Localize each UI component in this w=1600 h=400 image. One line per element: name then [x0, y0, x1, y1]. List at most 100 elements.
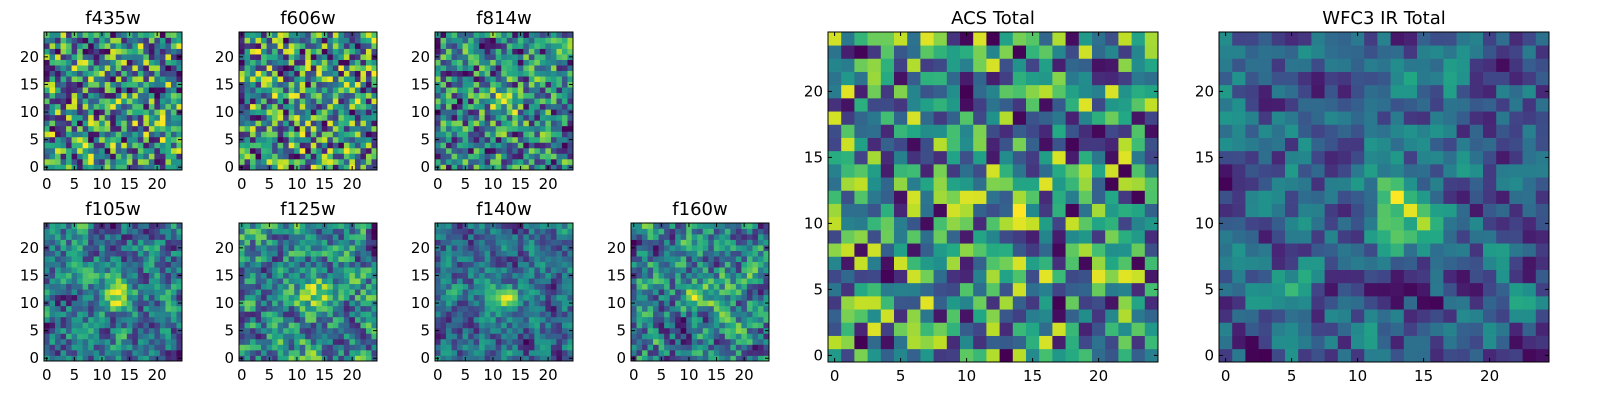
heatmap-cell — [137, 256, 144, 262]
heatmap-cell — [277, 245, 284, 251]
heatmap-cell — [451, 81, 458, 88]
heatmap-cell — [343, 114, 350, 121]
heatmap-cell — [545, 278, 552, 285]
heatmap-cell — [473, 267, 480, 274]
heatmap-cell — [561, 234, 568, 240]
heatmap-cell — [702, 223, 709, 229]
heatmap-cell — [338, 153, 345, 160]
heatmap-cells — [44, 32, 183, 171]
heatmap-cell — [321, 239, 328, 246]
heatmap-cell — [143, 355, 150, 362]
heatmap-cell — [719, 322, 726, 329]
heatmap-cell — [338, 131, 345, 138]
heatmap-cell — [283, 158, 290, 165]
heatmap-cell — [239, 283, 245, 290]
heatmap-cell — [1012, 322, 1027, 336]
heatmap-cell — [473, 283, 480, 290]
heatmap-cell — [332, 267, 339, 274]
heatmap-cell — [920, 269, 934, 284]
heatmap-cell — [305, 228, 312, 235]
heatmap-cell — [77, 311, 83, 318]
heatmap-cell — [484, 32, 491, 38]
heatmap-cell — [539, 300, 546, 307]
heatmap-cell — [294, 114, 301, 121]
heatmap-cell — [664, 261, 670, 268]
heatmap-cell — [165, 278, 172, 285]
heatmap-cell — [71, 103, 78, 110]
heatmap-cell — [451, 333, 458, 340]
heatmap-cell — [143, 256, 150, 262]
heatmap-cell — [545, 327, 552, 334]
heatmap-cell — [451, 344, 458, 351]
heatmap-cell — [299, 70, 306, 77]
heatmap-cell — [137, 349, 144, 356]
heatmap-cell — [154, 76, 161, 83]
heatmap-cell — [567, 338, 574, 345]
heatmap-cell — [735, 316, 742, 323]
heatmap-cell — [299, 245, 306, 251]
heatmap-cell — [82, 289, 89, 296]
heatmap-cell — [115, 65, 122, 71]
heatmap-cell — [473, 256, 480, 262]
heatmap-cell — [126, 158, 133, 165]
y-tick-label: 0 — [224, 158, 234, 176]
heatmap-cell — [473, 48, 480, 55]
y-tick-label: 20 — [20, 239, 39, 257]
heatmap-cell — [121, 239, 128, 246]
heatmap-cell — [854, 282, 868, 297]
heatmap-cell — [539, 131, 546, 138]
heatmap-cell — [310, 256, 317, 262]
heatmap-cell — [137, 125, 144, 132]
heatmap-cell — [462, 305, 469, 312]
heatmap-cell — [517, 234, 524, 240]
heatmap-cell — [517, 125, 524, 132]
panel-title: f606w — [280, 8, 335, 29]
heatmap-cell — [642, 327, 648, 334]
heatmap-cell — [316, 131, 323, 138]
heatmap-cell — [137, 344, 144, 351]
heatmap-cell — [501, 305, 508, 312]
heatmap-cell — [143, 234, 150, 240]
heatmap-cell — [490, 142, 497, 149]
heatmap-cell — [154, 125, 161, 132]
heatmap-cell — [960, 164, 974, 178]
heatmap-cell — [894, 322, 908, 336]
heatmap-cell — [440, 120, 447, 127]
heatmap-cell — [1144, 216, 1159, 231]
heatmap-cell — [176, 228, 183, 235]
heatmap-cell — [534, 223, 541, 229]
heatmap-cell — [77, 245, 83, 251]
heatmap-cell — [294, 158, 301, 165]
heatmap-cell — [556, 272, 563, 279]
heatmap-cell — [255, 239, 262, 246]
heatmap-cell — [261, 245, 267, 251]
heatmap-cell — [484, 76, 491, 83]
heatmap-cell — [512, 234, 519, 240]
heatmap-cell — [266, 48, 273, 55]
heatmap-cell — [316, 239, 323, 246]
heatmap-cell — [446, 125, 452, 132]
heatmap-cell — [556, 125, 563, 132]
heatmap-cell — [305, 267, 312, 274]
heatmap-cell — [534, 142, 541, 149]
heatmap-cell — [71, 261, 78, 268]
heatmap-cell — [143, 223, 150, 229]
heatmap-cell — [159, 114, 166, 121]
heatmap-cell — [132, 65, 139, 71]
heatmap-cell — [490, 228, 497, 235]
heatmap-cell — [165, 136, 172, 143]
heatmap-cell — [332, 278, 339, 285]
heatmap-cell — [933, 216, 948, 231]
heatmap-cell — [332, 153, 339, 160]
heatmap-cell — [288, 120, 295, 127]
heatmap-cell — [561, 294, 568, 301]
heatmap-cell — [104, 81, 111, 88]
heatmap-cell — [99, 59, 106, 66]
heatmap-cell — [305, 289, 312, 296]
heatmap-cell — [143, 261, 150, 268]
heatmap-cell — [647, 344, 654, 351]
heatmap-cell — [305, 322, 312, 329]
heatmap-cell — [999, 348, 1014, 363]
heatmap-cell — [250, 70, 256, 77]
heatmap-cell — [250, 114, 256, 121]
